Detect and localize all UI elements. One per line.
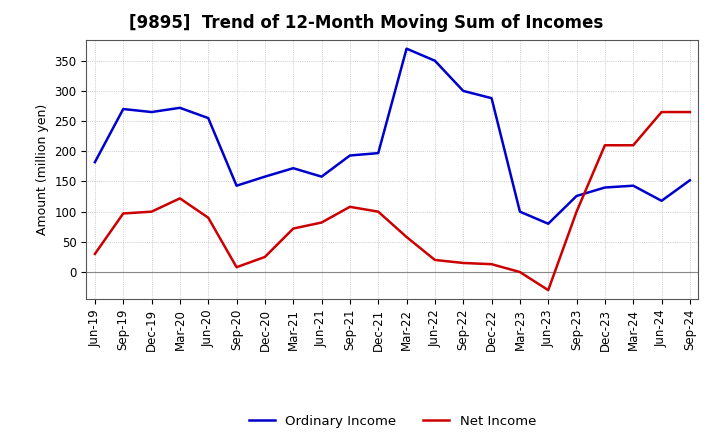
Ordinary Income <box>544 221 552 226</box>
Ordinary Income <box>516 209 524 214</box>
Net Income <box>657 110 666 115</box>
Y-axis label: Amount (million yen): Amount (million yen) <box>36 104 49 235</box>
Net Income <box>374 209 382 214</box>
Ordinary Income <box>374 150 382 156</box>
Ordinary Income <box>600 185 609 190</box>
Net Income <box>685 110 694 115</box>
Net Income <box>148 209 156 214</box>
Legend: Ordinary Income, Net Income: Ordinary Income, Net Income <box>248 414 536 428</box>
Ordinary Income <box>459 88 467 94</box>
Net Income <box>487 261 496 267</box>
Ordinary Income <box>402 46 411 51</box>
Line: Ordinary Income: Ordinary Income <box>95 49 690 224</box>
Ordinary Income <box>685 178 694 183</box>
Text: [9895]  Trend of 12-Month Moving Sum of Incomes: [9895] Trend of 12-Month Moving Sum of I… <box>130 15 603 33</box>
Net Income <box>600 143 609 148</box>
Net Income <box>318 220 326 225</box>
Ordinary Income <box>176 105 184 110</box>
Net Income <box>289 226 297 231</box>
Ordinary Income <box>431 58 439 63</box>
Ordinary Income <box>346 153 354 158</box>
Ordinary Income <box>148 110 156 115</box>
Net Income <box>516 269 524 275</box>
Ordinary Income <box>233 183 241 188</box>
Net Income <box>431 257 439 263</box>
Ordinary Income <box>318 174 326 179</box>
Ordinary Income <box>657 198 666 203</box>
Net Income <box>572 209 581 214</box>
Net Income <box>176 196 184 201</box>
Net Income <box>544 287 552 293</box>
Net Income <box>402 235 411 240</box>
Net Income <box>346 204 354 209</box>
Ordinary Income <box>629 183 637 188</box>
Ordinary Income <box>204 115 212 121</box>
Ordinary Income <box>261 174 269 179</box>
Net Income <box>119 211 127 216</box>
Line: Net Income: Net Income <box>95 112 690 290</box>
Ordinary Income <box>289 165 297 171</box>
Net Income <box>629 143 637 148</box>
Net Income <box>91 251 99 257</box>
Net Income <box>261 254 269 260</box>
Net Income <box>233 264 241 270</box>
Ordinary Income <box>91 160 99 165</box>
Ordinary Income <box>487 95 496 101</box>
Net Income <box>204 215 212 220</box>
Ordinary Income <box>119 106 127 112</box>
Ordinary Income <box>572 193 581 198</box>
Net Income <box>459 260 467 266</box>
